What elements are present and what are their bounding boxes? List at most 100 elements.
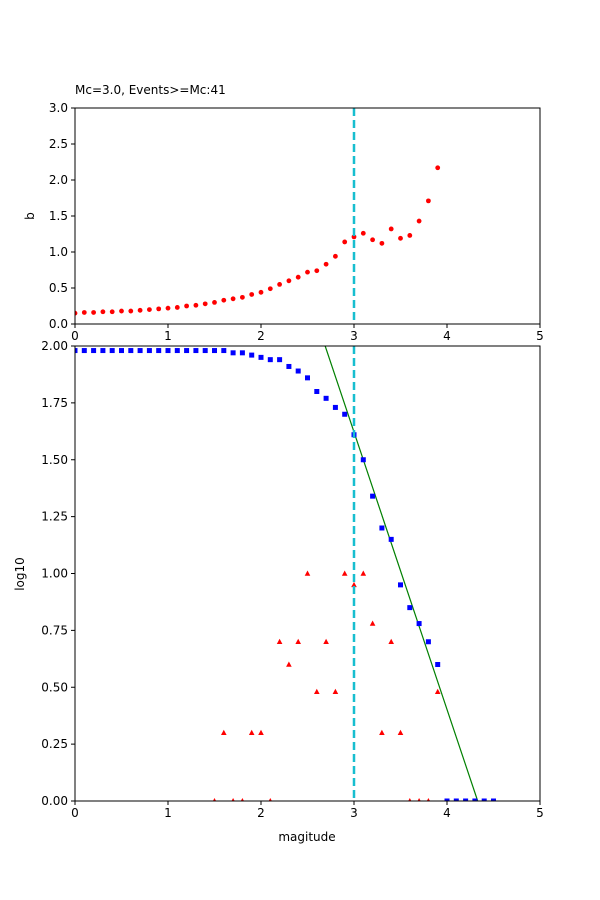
top-series-0-point <box>342 239 348 245</box>
top-series-0-point <box>165 305 171 311</box>
top-marks <box>75 165 441 316</box>
top-series-0-point <box>128 308 134 314</box>
bottom-x-tick-label: 5 <box>536 806 544 820</box>
top-series-0-point <box>81 310 87 315</box>
b-value-panel: Mc=3.0, Events>=Mc:41 b 0 1 2 3 4 5 0.0 0.5 1.0 1… <box>23 83 544 343</box>
top-series-0-point <box>137 307 143 313</box>
bottom-series-1-point <box>248 729 255 735</box>
top-series-0-point <box>109 309 115 315</box>
top-series-0-point <box>333 253 338 259</box>
bottom-series-0-point <box>425 639 431 645</box>
bottom-series-1-point <box>314 688 320 694</box>
top-series-0-point <box>286 278 292 284</box>
bottom-series-0-point <box>416 621 422 627</box>
bottom-panel-x-axis-label: magitude <box>278 830 335 844</box>
top-series-0-point <box>174 305 180 310</box>
top-series-0-point <box>258 289 264 295</box>
top-y-tick-label: 2.5 <box>49 137 68 151</box>
top-series-0-point <box>193 302 199 308</box>
bottom-series-1-point <box>369 620 376 626</box>
top-series-0-point <box>221 297 227 303</box>
bottom-series-1-point <box>212 798 217 801</box>
bottom-series-0-point <box>81 348 87 354</box>
bottom-series-0-point <box>342 411 348 417</box>
bottom-series-0-point <box>221 348 227 354</box>
bottom-series-0-point <box>277 357 283 363</box>
frequency-magnitude-panel: log10 magitude 0 1 2 3 4 5 0.00 0.25 0.50 0.75 1.0… <box>13 339 544 844</box>
bottom-y-tick-label: 0.75 <box>41 623 68 637</box>
top-series-0-point <box>323 261 329 267</box>
bottom-series-1-point <box>408 798 412 801</box>
bottom-series-0-point <box>146 348 152 354</box>
bottom-series-0-point <box>444 798 450 801</box>
top-y-tick-label: 1.0 <box>49 245 68 259</box>
bottom-series-0-point <box>184 348 190 354</box>
bottom-series-1-point <box>434 688 441 694</box>
top-series-0-point <box>435 165 441 171</box>
top-series-0-point <box>388 226 394 232</box>
bottom-series-1-point <box>286 661 292 667</box>
bottom-series-0-point <box>239 350 245 356</box>
top-x-tick-label: 0 <box>71 329 79 343</box>
top-series-0-point <box>360 230 366 236</box>
top-series-0-point <box>147 307 152 312</box>
bottom-y-tick-label: 0.25 <box>41 737 68 751</box>
bottom-series-0-point <box>109 348 115 354</box>
top-series-0-point <box>91 310 96 315</box>
bottom-series-0-point <box>75 348 78 354</box>
top-series-0-point <box>100 309 106 315</box>
top-series-0-point <box>398 235 403 241</box>
top-series-0-point <box>156 306 162 312</box>
top-series-0-point <box>267 286 273 292</box>
bottom-series-0-point <box>165 348 171 354</box>
bottom-series-0-point <box>295 368 301 374</box>
top-series-0-point <box>277 282 282 287</box>
bottom-series-1-point <box>379 729 385 735</box>
bottom-series-1-point <box>417 798 421 801</box>
top-series-0-point <box>184 303 190 309</box>
bottom-series-0-point <box>100 348 106 354</box>
top-x-tick-label: 4 <box>443 329 451 343</box>
bottom-series-0-point <box>360 457 366 463</box>
top-series-0-point <box>119 308 124 314</box>
bottom-series-0-point <box>193 348 199 354</box>
bottom-series-0-point <box>137 348 143 354</box>
bottom-x-tick-label: 3 <box>350 806 358 820</box>
top-y-tick-label: 1.5 <box>49 209 68 223</box>
bottom-series-0-point <box>332 404 338 410</box>
top-series-0-point <box>416 218 422 224</box>
top-series-0-point <box>379 240 385 246</box>
top-series-0-point <box>212 300 217 305</box>
bottom-x-tick-label: 4 <box>443 806 451 820</box>
bottom-series-0-point <box>323 395 329 401</box>
bottom-fit-line <box>324 346 479 801</box>
bottom-series-0-point <box>453 798 459 801</box>
bottom-x-tick-label: 2 <box>257 806 265 820</box>
bottom-panel-y-axis-label: log10 <box>13 557 27 591</box>
bottom-y-tick-label: 0.50 <box>41 680 68 694</box>
bottom-series-0-point <box>314 389 320 394</box>
top-series-0-point <box>426 198 431 204</box>
bottom-series-0-point <box>212 348 217 354</box>
bottom-series-0-point <box>230 350 236 356</box>
bottom-series-0-point <box>407 605 413 611</box>
bottom-series-0-point <box>305 375 310 381</box>
bottom-series-0-point <box>388 536 394 542</box>
bottom-series-0-point <box>156 348 162 354</box>
bottom-series-0-point <box>463 798 469 801</box>
top-y-tick-label: 2.0 <box>49 173 68 187</box>
bottom-series-0-point <box>398 582 403 588</box>
bottom-x-tick-label: 0 <box>71 806 79 820</box>
bottom-series-1-point <box>388 638 394 644</box>
bottom-series-0-point <box>286 363 292 369</box>
bottom-series-1-point <box>268 798 272 801</box>
bottom-series-0-point <box>481 798 487 801</box>
bottom-y-tick-label: 1.00 <box>41 567 68 581</box>
bottom-series-1-point <box>332 688 339 694</box>
bottom-plot-area: 0 1 2 3 4 5 0.00 0.25 0.50 0.75 1.00 1.25 1.50 1.75 2.… <box>41 339 544 820</box>
bottom-series-0-point <box>202 348 208 354</box>
top-y-tick-label: 0.5 <box>49 281 68 295</box>
top-series-0-point <box>202 301 208 307</box>
